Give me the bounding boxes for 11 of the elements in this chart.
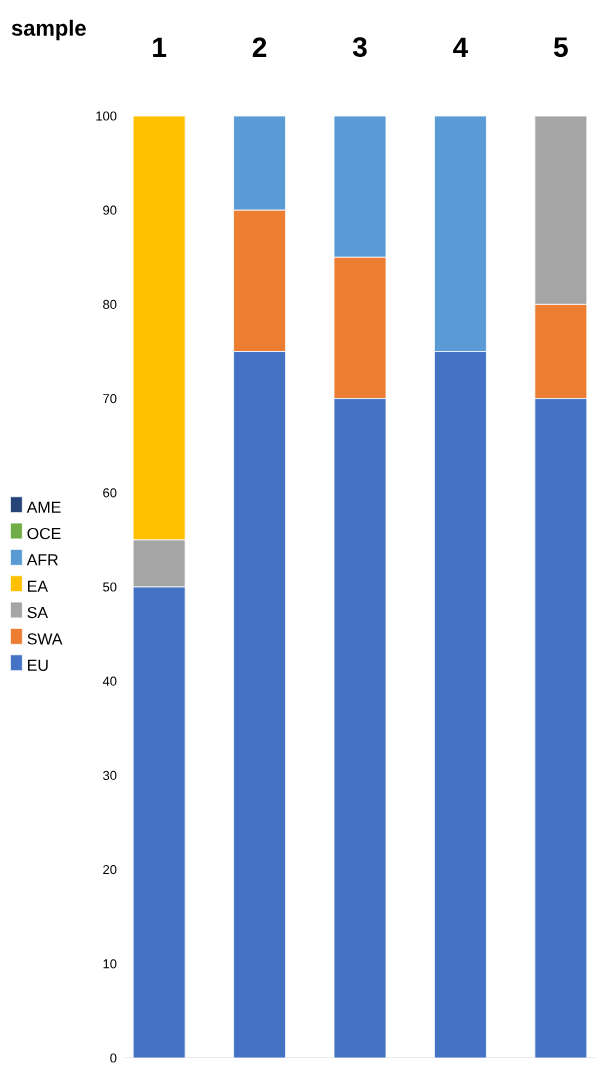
x-tick-label: 3 — [352, 37, 367, 57]
bar — [434, 351, 487, 1058]
bar — [534, 398, 588, 1058]
x-tick-label: 4 — [453, 37, 469, 57]
bar — [233, 351, 286, 1058]
bar — [132, 586, 186, 1058]
x-axis-title: sample — [11, 19, 86, 41]
x-tick-label: 5 — [553, 37, 568, 57]
bar — [333, 398, 387, 1058]
x-tick-label: 2 — [252, 37, 267, 57]
x-tick-label: 1 — [153, 37, 167, 57]
